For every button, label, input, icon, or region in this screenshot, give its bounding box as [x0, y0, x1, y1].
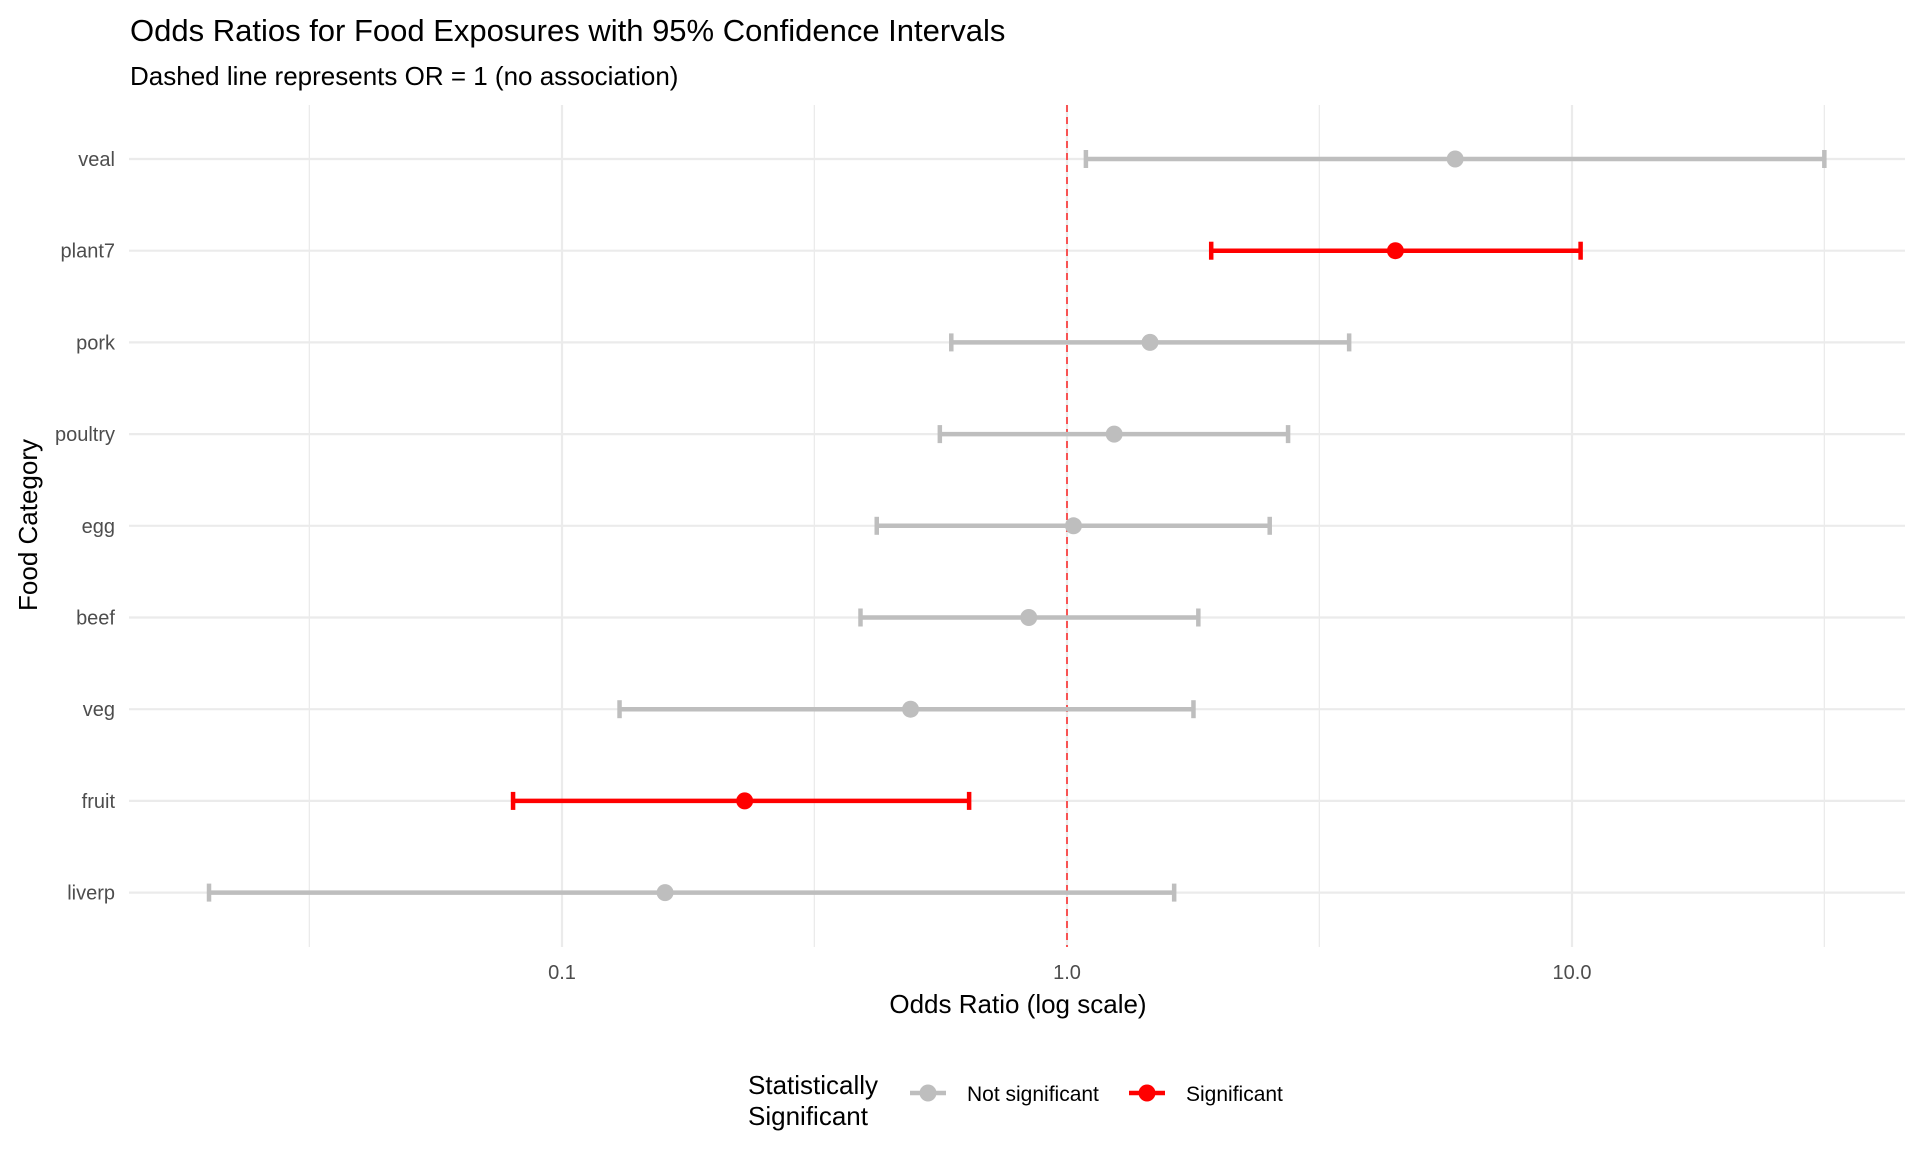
- chart-title: Odds Ratios for Food Exposures with 95% …: [130, 13, 1005, 48]
- point-veal: [1446, 150, 1464, 168]
- y-tick-labels: veal plant7 pork poultry egg beef veg fruit live…: [55, 149, 116, 905]
- legend-key-point: [1138, 1084, 1156, 1102]
- estimate-poultry: [937, 425, 1291, 444]
- legend-key-significant: [1129, 1084, 1165, 1102]
- x-tick-label: 10.0: [1553, 962, 1592, 984]
- legend: Statistically Significant Not significan…: [748, 1070, 1283, 1131]
- y-tick-label-beef: beef: [76, 608, 115, 630]
- estimate-fruit: [510, 791, 972, 810]
- y-tick-label-plant7: plant7: [61, 241, 116, 263]
- point-veg: [902, 700, 920, 718]
- legend-label-not-significant: Not significant: [967, 1083, 1099, 1106]
- point-beef: [1020, 609, 1038, 626]
- y-tick-label-liverp: liverp: [67, 883, 115, 905]
- y-tick-label-poultry: poultry: [55, 424, 115, 446]
- y-tick-label-fruit: fruit: [82, 791, 116, 813]
- y-tick-label-egg: egg: [82, 516, 115, 538]
- x-tick-label: 0.1: [548, 962, 576, 984]
- data-layer: [206, 150, 1827, 902]
- legend-key-point: [919, 1084, 937, 1102]
- chart-subtitle: Dashed line represents OR = 1 (no associ…: [130, 61, 678, 91]
- legend-title-line-1: Statistically: [748, 1070, 878, 1100]
- point-fruit: [736, 792, 754, 810]
- legend-label-significant: Significant: [1186, 1083, 1283, 1106]
- x-tick-label: 1.0: [1053, 962, 1081, 984]
- point-egg: [1064, 517, 1082, 535]
- estimate-plant7: [1208, 241, 1583, 260]
- estimate-veg: [617, 700, 1196, 719]
- y-tick-label-pork: pork: [76, 332, 116, 354]
- x-axis-title: Odds Ratio (log scale): [889, 989, 1146, 1019]
- x-tick-labels: 0.1 1.0 10.0: [548, 962, 1591, 984]
- y-tick-label-veg: veg: [83, 699, 115, 721]
- legend-keys: [910, 1084, 1165, 1102]
- point-plant7: [1386, 242, 1404, 260]
- legend-key-not-significant: [910, 1084, 946, 1102]
- point-pork: [1141, 333, 1159, 351]
- estimate-liverp: [206, 883, 1177, 902]
- estimate-beef: [858, 608, 1201, 627]
- y-axis-title: Food Category: [13, 439, 43, 611]
- y-tick-label-veal: veal: [78, 149, 115, 171]
- point-poultry: [1105, 425, 1123, 443]
- estimate-pork: [949, 333, 1352, 352]
- estimate-veal: [1083, 150, 1827, 168]
- point-liverp: [656, 884, 674, 902]
- estimate-egg: [874, 516, 1272, 535]
- legend-title-line-2: Significant: [748, 1101, 869, 1131]
